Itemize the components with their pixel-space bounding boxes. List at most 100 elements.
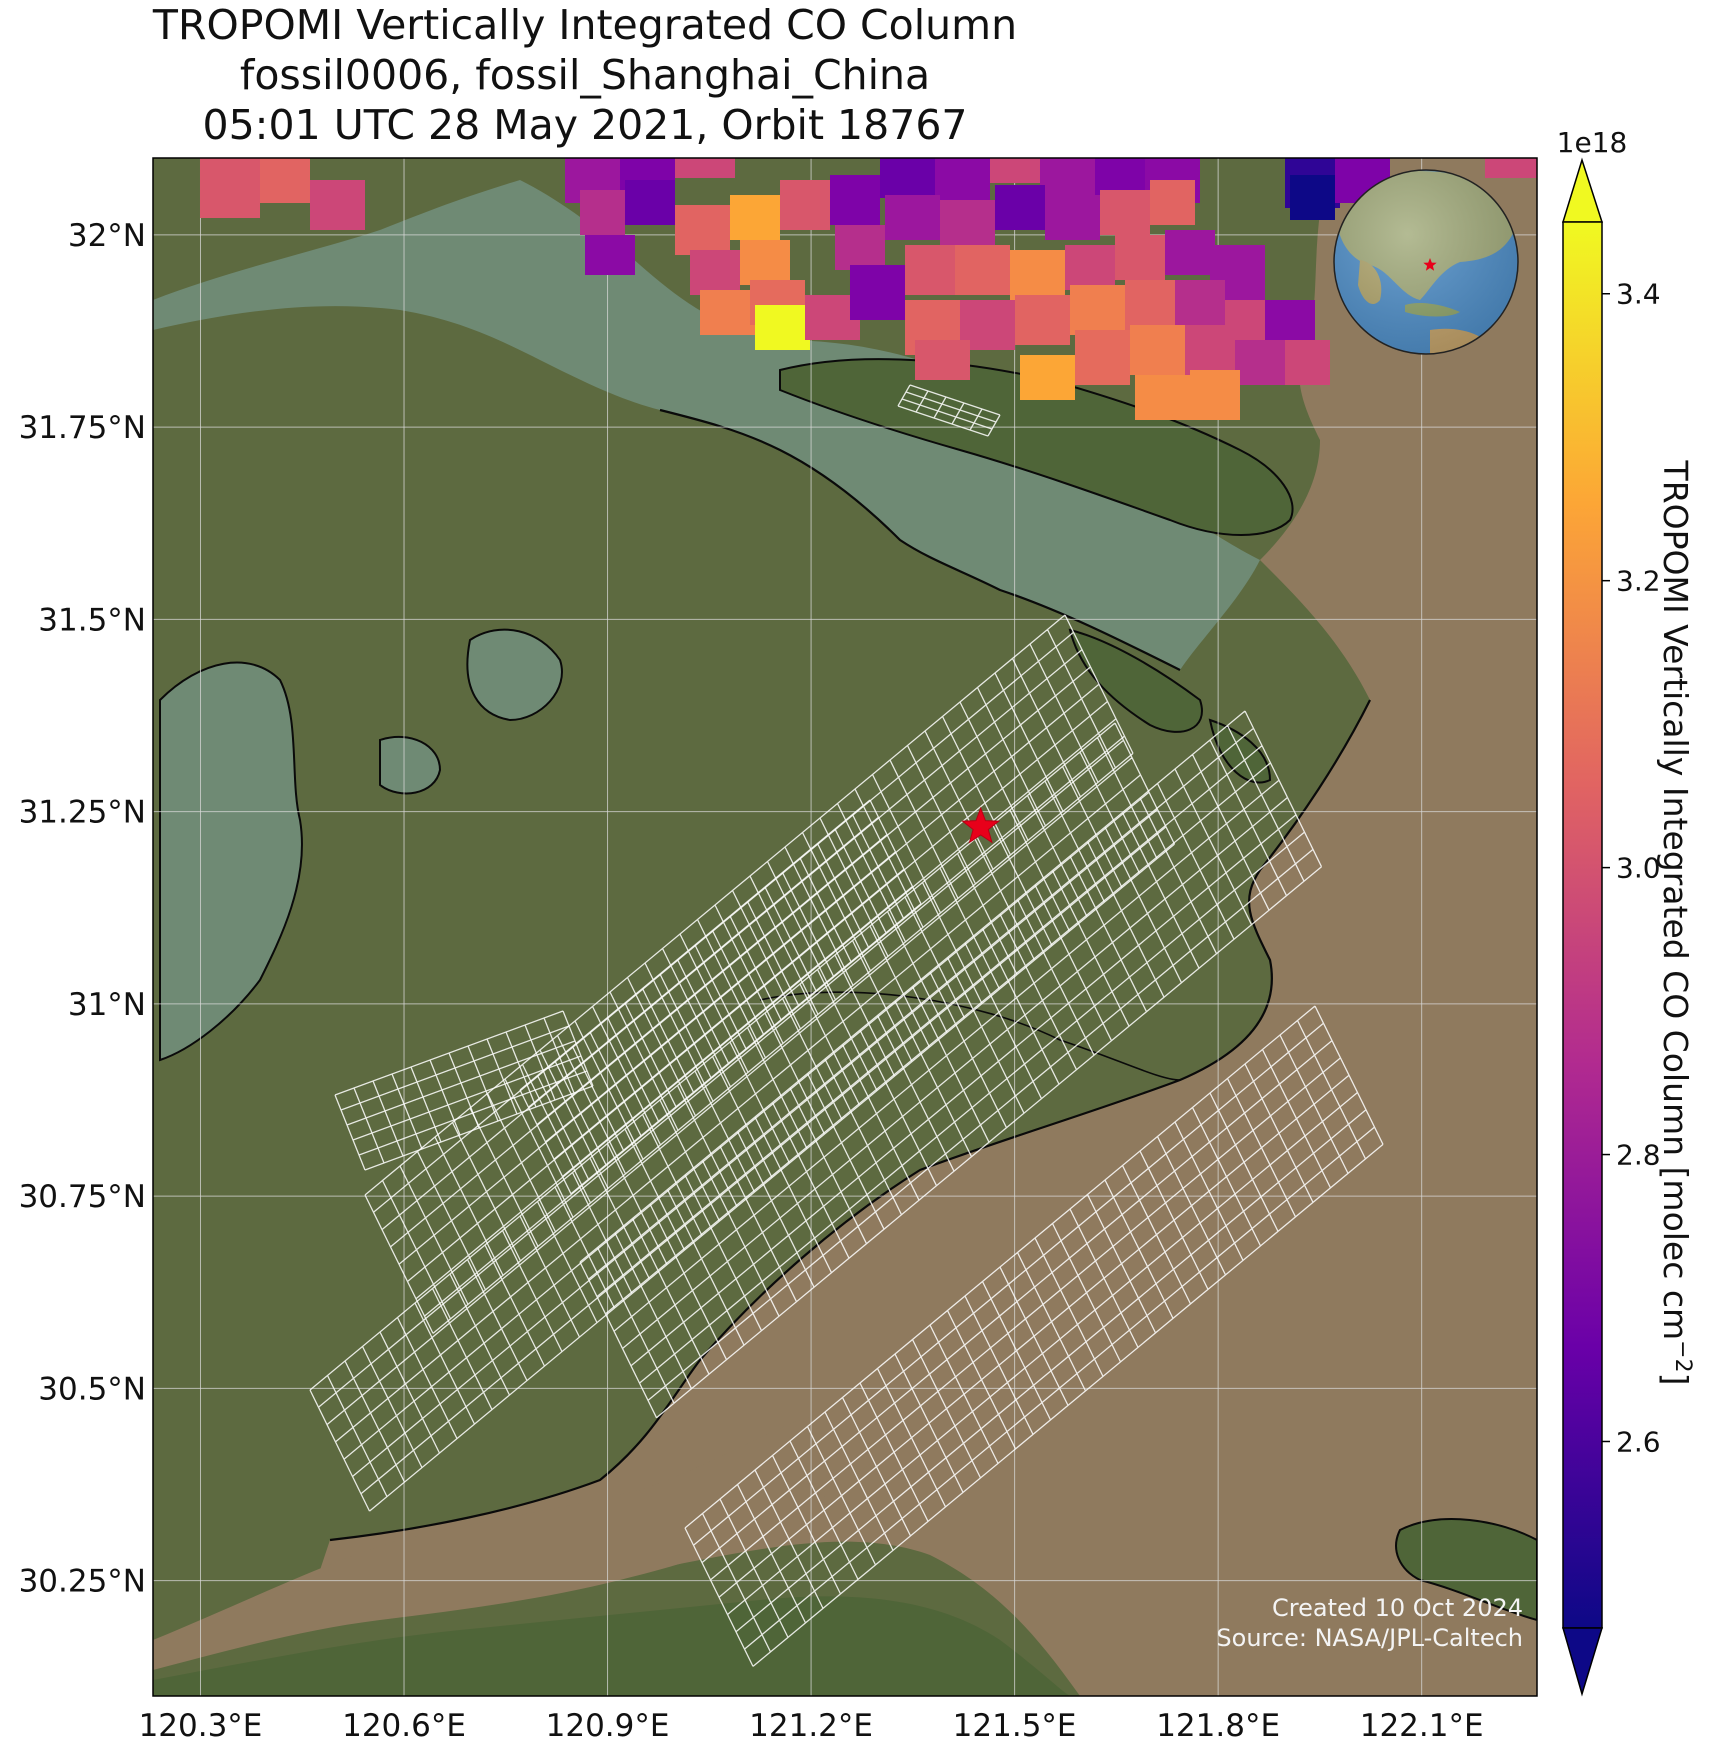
longitude-ticks: 120.3°E 120.6°E 120.9°E 121.2°E 121.5°E 121.8… [139, 1708, 1484, 1744]
map-frame [152, 157, 1538, 1697]
lat-tick-label: 30.75°N [19, 1179, 146, 1215]
lon-tick-label: 122.1°E [1360, 1708, 1484, 1744]
co-pixel [730, 195, 780, 240]
lat-tick-label: 31.75°N [19, 410, 146, 446]
lat-tick-label: 30.25°N [19, 1564, 146, 1600]
map-area [153, 158, 1537, 1696]
co-pixels [200, 158, 1537, 420]
co-pixel [1190, 370, 1240, 420]
co-pixel [675, 158, 735, 178]
lake-dianshan [379, 735, 442, 795]
lat-tick-label: 31.5°N [38, 602, 146, 638]
gridlines [153, 158, 1537, 1696]
lon-tick-label: 120.6°E [342, 1708, 466, 1744]
globe-target-marker-icon [1423, 258, 1437, 271]
co-pixel [585, 235, 635, 275]
co-pixel [850, 265, 905, 320]
footprint-mesh [579, 710, 1323, 1419]
footprint-mesh [309, 722, 1176, 1512]
co-pixel [1265, 300, 1315, 345]
footprint-grids [309, 384, 1384, 1667]
co-pixel [1075, 330, 1130, 385]
co-pixel [1100, 190, 1150, 235]
latitude-ticks: 32°N 31.75°N 31.5°N 31.25°N 31°N 30.75°N 30.5°… [19, 218, 146, 1600]
colorbar: 2.6 2.8 3.0 3.2 3.4 1e18 TROPOMI Vertically … [1557, 126, 1695, 1697]
lat-tick-label: 32°N [68, 218, 146, 254]
title-line-1: TROPOMI Vertically Integrated CO Column [152, 1, 1018, 49]
colorbar-tick-label: 3.2 [1616, 565, 1661, 598]
co-pixel [675, 205, 730, 255]
co-pixel [690, 250, 740, 295]
footprint-mesh [519, 799, 922, 1195]
colorbar-extend-bottom [1562, 1627, 1604, 1697]
lake-yangcheng [466, 628, 563, 722]
credit-source: Source: NASA/JPL-Caltech [1216, 1624, 1523, 1652]
co-pixel [700, 290, 755, 335]
east-china-sea [320, 158, 1537, 1696]
co-pixel [835, 225, 885, 270]
co-pixel [940, 200, 995, 245]
co-pixel [830, 175, 880, 225]
co-pixel [1165, 230, 1215, 275]
co-pixel [880, 158, 935, 198]
lat-tick-label: 30.5°N [38, 1371, 146, 1407]
zhejiang-coast [153, 1596, 1070, 1696]
co-pixel [625, 180, 675, 225]
colorbar-offset: 1e18 [1557, 126, 1628, 159]
title-line-2: fossil0006, fossil_Shanghai_China [239, 51, 931, 99]
co-pixel [990, 158, 1040, 183]
colorbar-label-close: ] [1656, 1373, 1695, 1386]
co-pixel [1015, 295, 1070, 345]
lat-tick-label: 31°N [68, 987, 146, 1023]
co-pixel [310, 180, 365, 230]
target-star-icon [961, 806, 1001, 844]
coastline [329, 699, 1371, 1542]
lon-tick-label: 121.5°E [953, 1708, 1077, 1744]
co-pixel [1010, 250, 1065, 300]
co-pixel [1065, 245, 1115, 290]
co-pixel [1185, 325, 1235, 375]
colorbar-label: TROPOMI Vertically Integrated CO Column … [1656, 460, 1695, 1386]
colorbar-body [1562, 221, 1603, 1629]
figure-title: TROPOMI Vertically Integrated CO Column … [0, 0, 1170, 150]
lon-tick-label: 121.8°E [1156, 1708, 1280, 1744]
colorbar-ticks: 2.6 2.8 3.0 3.2 3.4 [1602, 278, 1661, 1458]
co-pixel [1285, 340, 1330, 385]
footprint-mesh [334, 1010, 594, 1171]
taihu-lake [159, 661, 303, 1062]
colorbar-tick-label: 2.6 [1616, 1425, 1661, 1458]
lon-tick-label: 120.3°E [139, 1708, 263, 1744]
co-pixel [1290, 175, 1335, 220]
co-pixel [260, 158, 310, 203]
co-pixel [580, 190, 625, 235]
co-pixel [1150, 180, 1195, 225]
title-line-3: 05:01 UTC 28 May 2021, Orbit 18767 [202, 101, 968, 149]
co-pixel [740, 240, 790, 285]
colorbar-extend-top [1561, 157, 1604, 223]
co-pixel [955, 245, 1010, 295]
co-pixel [995, 185, 1045, 230]
hangzhou-bay [153, 1405, 960, 1670]
co-pixel [1175, 280, 1225, 330]
lat-tick-label: 31.25°N [19, 795, 146, 831]
co-pixel [755, 305, 810, 350]
co-pixel [1125, 280, 1175, 330]
co-pixel [1045, 195, 1100, 240]
co-pixel [905, 245, 955, 295]
co-pixel [200, 158, 260, 218]
co-pixel [1020, 355, 1075, 400]
co-pixel [1040, 158, 1095, 198]
colorbar-tick-label: 2.8 [1616, 1139, 1661, 1172]
lon-tick-label: 121.2°E [749, 1708, 873, 1744]
zhoushan-islands [1395, 1518, 1537, 1622]
co-pixel [935, 158, 990, 203]
co-pixel [885, 195, 940, 240]
co-pixel [780, 180, 830, 230]
footprint-mesh [684, 1005, 1384, 1667]
co-pixel [1070, 285, 1125, 335]
colorbar-tick-label: 3.4 [1616, 278, 1661, 311]
colorbar-label-exponent: −2 [1670, 1340, 1695, 1372]
co-pixel [1130, 325, 1185, 375]
colorbar-label-text: TROPOMI Vertically Integrated CO Column … [1656, 460, 1695, 1341]
